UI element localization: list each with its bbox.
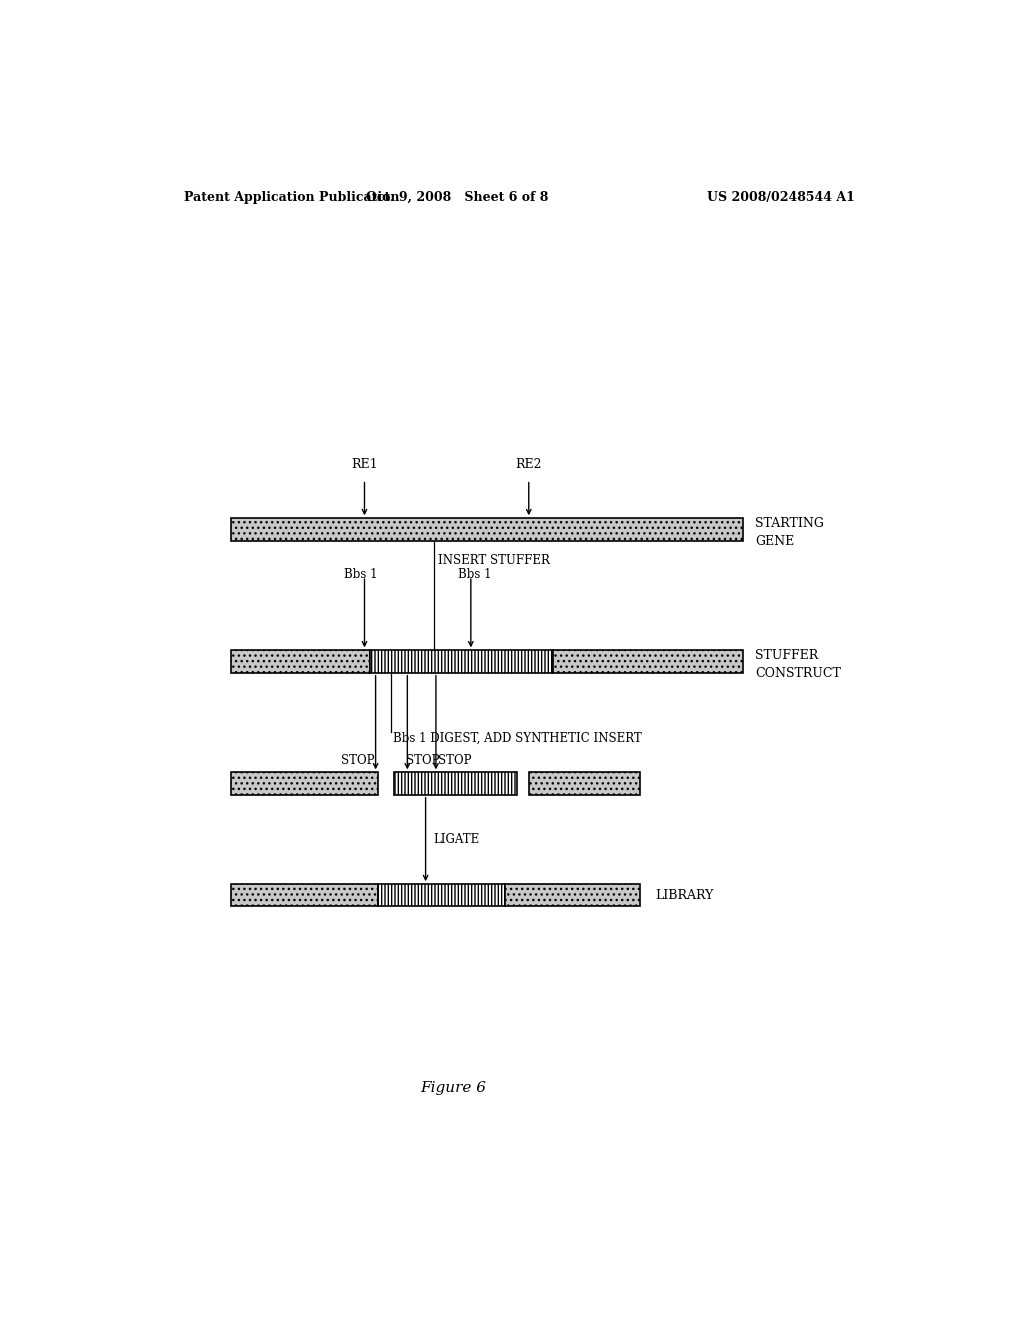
Text: Figure 6: Figure 6 <box>421 1081 486 1096</box>
Text: STOP: STOP <box>406 754 439 767</box>
Text: Bbs 1: Bbs 1 <box>344 568 377 581</box>
Bar <box>378 884 505 907</box>
Text: GENE: GENE <box>755 535 795 548</box>
Bar <box>528 772 640 795</box>
Text: Bbs 1 DIGEST, ADD SYNTHETIC INSERT: Bbs 1 DIGEST, ADD SYNTHETIC INSERT <box>393 731 642 744</box>
Text: US 2008/0248544 A1: US 2008/0248544 A1 <box>708 190 855 203</box>
Text: STUFFER: STUFFER <box>755 649 818 661</box>
Bar <box>553 651 743 673</box>
Text: RE1: RE1 <box>351 458 378 471</box>
Text: INSERT STUFFER: INSERT STUFFER <box>437 554 550 566</box>
Text: STOP: STOP <box>341 754 374 767</box>
Bar <box>394 772 517 795</box>
Bar <box>231 772 378 795</box>
Text: STARTING: STARTING <box>755 517 824 529</box>
Text: Bbs 1: Bbs 1 <box>458 568 492 581</box>
Bar <box>505 884 640 907</box>
Text: RE2: RE2 <box>515 458 542 471</box>
Bar <box>231 519 743 541</box>
Bar <box>370 651 553 673</box>
Text: LIBRARY: LIBRARY <box>655 888 714 902</box>
Text: CONSTRUCT: CONSTRUCT <box>755 667 841 680</box>
Bar <box>231 884 378 907</box>
Text: STOP: STOP <box>438 754 472 767</box>
Text: Patent Application Publication: Patent Application Publication <box>183 190 399 203</box>
Text: Oct. 9, 2008   Sheet 6 of 8: Oct. 9, 2008 Sheet 6 of 8 <box>367 190 549 203</box>
Text: LIGATE: LIGATE <box>433 833 480 846</box>
Bar <box>231 651 370 673</box>
